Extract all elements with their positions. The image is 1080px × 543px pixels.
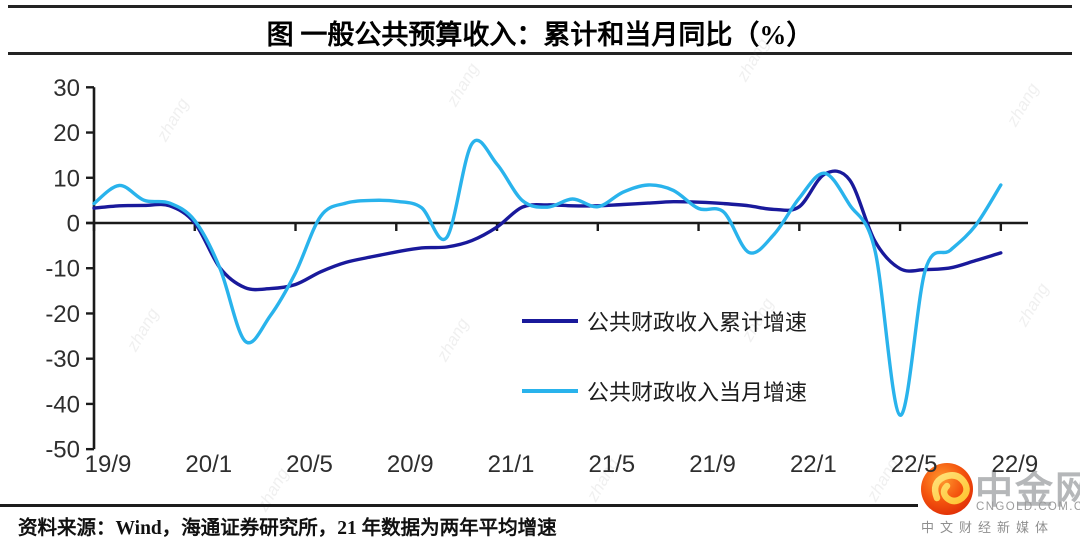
y-tick-label: -30: [45, 346, 80, 373]
series-monthly-line: [92, 138, 1003, 417]
y-tick-label: -10: [45, 256, 80, 283]
title-top-rule: [8, 5, 1072, 8]
x-tick-label: 21/9: [689, 451, 736, 478]
logo-name: 中金网: [975, 470, 1080, 512]
source-rule: [0, 504, 918, 507]
logo-tagline: 中文财经新媒体: [921, 520, 1055, 535]
x-tick-label: 20/9: [387, 451, 434, 478]
y-tick-label: 30: [53, 75, 80, 102]
y-tick-label: -20: [45, 301, 80, 328]
x-tick-label: 22/9: [991, 451, 1038, 478]
legend-label-cumulative: 公共财政收入累计增速: [587, 310, 808, 335]
x-tick-label: 21/5: [588, 451, 635, 478]
y-tick-label: -40: [45, 391, 80, 418]
chart-title: 图 一般公共预算收入：累计和当月同比（%）: [266, 20, 814, 50]
y-tick-label: 10: [53, 165, 80, 192]
legend-item-cumulative: 公共财政收入累计增速: [522, 305, 807, 337]
legend-line-monthly: [522, 389, 578, 393]
x-axis: 19/9 20/1 20/5 20/9 21/1 21/5 21/9 22/1 22/5 22/9: [85, 221, 1038, 478]
x-tick-label: 22/1: [790, 451, 837, 478]
y-axis: 30 20 10 0 -10 -20 -30 -40 -50: [45, 75, 96, 464]
logo-domain: CNGOLD.COM.CN: [976, 501, 1080, 513]
source-note: 资料来源：Wind，海通证券研究所，21 年数据为两年平均增速: [18, 518, 557, 539]
y-tick-label: -50: [45, 437, 80, 464]
x-tick-label: 22/5: [891, 451, 938, 478]
title-bottom-rule: [8, 52, 1072, 55]
series-cumulative-line: [92, 169, 1003, 292]
x-tick-label: 21/1: [488, 451, 535, 478]
legend-label-monthly: 公共财政收入当月增速: [587, 380, 808, 405]
x-tick-label: 20/1: [185, 451, 232, 478]
cngold-logo: 中金网 CNGOLD.COM.CN 中文财经新媒体: [918, 459, 1080, 539]
x-tick-label: 19/9: [85, 451, 132, 478]
y-tick-label: 20: [53, 120, 80, 147]
x-tick-label: 20/5: [286, 451, 333, 478]
y-tick-label: 0: [67, 211, 80, 238]
cngold-swirl-icon: [921, 463, 973, 515]
legend-item-monthly: 公共财政收入当月增速: [522, 375, 807, 407]
legend-line-cumulative: [522, 319, 578, 323]
